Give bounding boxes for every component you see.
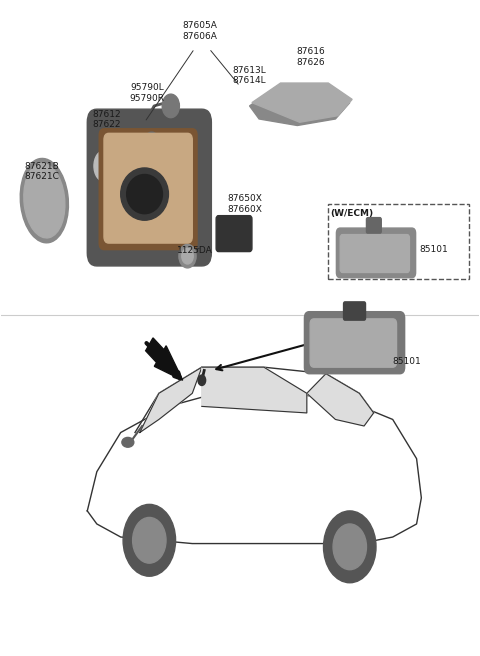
Ellipse shape [24, 163, 65, 238]
FancyBboxPatch shape [344, 302, 365, 320]
FancyBboxPatch shape [216, 216, 252, 251]
Ellipse shape [94, 151, 114, 181]
Ellipse shape [20, 159, 69, 243]
Circle shape [198, 375, 205, 386]
Text: 87612
87622: 87612 87622 [92, 110, 120, 129]
Polygon shape [250, 87, 350, 125]
Circle shape [333, 524, 366, 569]
Polygon shape [202, 367, 307, 413]
Circle shape [182, 249, 193, 264]
Ellipse shape [91, 146, 117, 186]
Text: 95790L
95790R: 95790L 95790R [130, 83, 165, 102]
FancyBboxPatch shape [104, 133, 192, 243]
Polygon shape [307, 374, 373, 426]
Text: 87605A
87606A: 87605A 87606A [182, 21, 217, 41]
Circle shape [123, 504, 176, 576]
Text: 87613L
87614L: 87613L 87614L [233, 66, 266, 85]
Circle shape [324, 511, 376, 583]
Text: 1125DA: 1125DA [177, 247, 213, 255]
FancyBboxPatch shape [304, 312, 405, 374]
FancyBboxPatch shape [336, 228, 416, 277]
Text: (W/ECM): (W/ECM) [331, 209, 374, 218]
FancyBboxPatch shape [87, 109, 211, 266]
Circle shape [144, 132, 159, 152]
Polygon shape [140, 367, 202, 432]
FancyBboxPatch shape [99, 129, 197, 250]
Polygon shape [252, 83, 352, 122]
Circle shape [132, 518, 166, 563]
Circle shape [162, 94, 180, 117]
Bar [328, 204, 469, 279]
Ellipse shape [120, 168, 168, 220]
FancyBboxPatch shape [310, 319, 396, 367]
Text: 87650X
87660X: 87650X 87660X [228, 194, 262, 214]
Circle shape [179, 245, 196, 268]
FancyArrow shape [145, 338, 183, 380]
Ellipse shape [127, 174, 162, 214]
FancyBboxPatch shape [340, 235, 409, 272]
FancyBboxPatch shape [366, 218, 381, 234]
Text: 85101: 85101 [393, 358, 421, 367]
Text: 85101: 85101 [419, 245, 448, 254]
Ellipse shape [122, 438, 134, 447]
Text: 87621B
87621C: 87621B 87621C [24, 161, 59, 181]
Text: 87616
87626: 87616 87626 [296, 47, 325, 67]
